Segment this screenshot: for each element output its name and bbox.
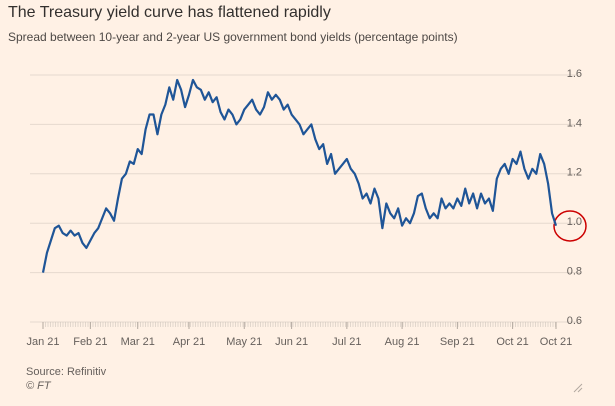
x-tick-label: Aug 21 <box>385 336 420 348</box>
y-tick-label: 1.2 <box>567 167 582 179</box>
x-tick-label: Jul 21 <box>332 336 361 348</box>
x-tick-label: Jan 21 <box>26 336 59 348</box>
x-tick-label: Jun 21 <box>275 336 308 348</box>
y-tick-label: 0.6 <box>567 315 582 327</box>
credit: © FT <box>26 380 52 392</box>
highlight-circle <box>553 210 587 242</box>
x-tick-label: Oct 21 <box>496 336 528 348</box>
series-line <box>41 78 558 273</box>
y-tick-label: 1.6 <box>567 68 582 80</box>
source: Source: Refinitiv <box>26 366 107 378</box>
chart-title: The Treasury yield curve has flattened r… <box>8 4 331 21</box>
resize-icon <box>573 383 583 393</box>
x-tick-label: Apr 21 <box>173 336 205 348</box>
chart-subtitle: Spread between 10-year and 2-year US gov… <box>8 30 458 44</box>
x-tick-label: May 21 <box>226 336 262 348</box>
x-tick-label: Oct 21 <box>540 336 572 348</box>
y-tick-label: 0.8 <box>567 266 582 278</box>
y-tick-label: 1.4 <box>567 117 582 129</box>
x-tick-label: Sep 21 <box>440 336 475 348</box>
x-tick-label: Feb 21 <box>73 336 107 348</box>
y-tick-label: 1.0 <box>567 216 582 228</box>
x-tick-label: Mar 21 <box>121 336 155 348</box>
